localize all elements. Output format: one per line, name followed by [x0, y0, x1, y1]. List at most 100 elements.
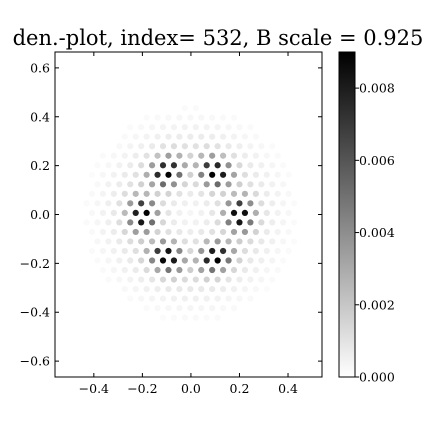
density-point — [154, 247, 161, 255]
density-point — [203, 124, 210, 131]
density-point — [170, 181, 178, 188]
density-point — [203, 162, 210, 169]
density-point — [209, 228, 216, 236]
density-point — [121, 171, 128, 178]
density-point — [154, 285, 161, 293]
density-point — [148, 181, 156, 188]
density-point — [258, 257, 265, 264]
density-point — [241, 190, 249, 197]
density-point — [127, 276, 134, 283]
density-point — [263, 190, 270, 197]
density-point — [252, 133, 259, 140]
density-point — [236, 257, 243, 264]
density-point — [280, 162, 287, 169]
y-axis: −0.6 −0.4 −0.2 0.0 0.2 0.4 0.6 — [20, 60, 322, 369]
density-point — [192, 162, 199, 169]
density-point — [143, 133, 150, 140]
density-point — [154, 228, 161, 236]
density-point — [94, 238, 101, 245]
density-point — [219, 247, 227, 255]
colorbar-tick-label: 0.008 — [359, 81, 395, 96]
density-point — [110, 171, 117, 178]
density-point — [247, 257, 254, 264]
colorbar-tick-label: 0.004 — [359, 225, 395, 240]
density-point — [127, 162, 134, 169]
density-point — [263, 209, 270, 216]
density-point — [214, 181, 221, 188]
density-point — [132, 228, 139, 236]
density-point — [290, 200, 298, 207]
density-point — [209, 266, 216, 274]
density-point — [148, 295, 156, 302]
density-point — [274, 247, 281, 255]
density-point — [165, 209, 172, 216]
density-point — [138, 238, 145, 245]
y-tick-label: 0.0 — [30, 207, 50, 222]
density-point — [143, 190, 150, 197]
density-point — [143, 305, 150, 312]
density-point — [176, 228, 183, 236]
density-point — [269, 181, 276, 188]
density-point — [241, 133, 249, 140]
density-point — [116, 200, 123, 207]
density-point — [280, 238, 287, 245]
density-point — [181, 276, 188, 283]
density-point — [236, 295, 243, 302]
density-point — [176, 171, 183, 178]
density-point — [154, 114, 161, 121]
density-point — [236, 238, 243, 245]
density-point — [170, 162, 178, 169]
density-point — [219, 305, 227, 312]
density-point — [148, 238, 156, 245]
density-point — [274, 266, 281, 274]
density-point — [187, 190, 194, 197]
density-point — [241, 285, 249, 293]
density-point — [198, 114, 205, 121]
density-point — [263, 228, 270, 236]
density-point — [116, 238, 123, 245]
x-tick-label: 0.4 — [278, 381, 298, 396]
density-point — [132, 152, 139, 159]
density-point — [247, 143, 254, 150]
density-point — [252, 209, 259, 216]
density-point — [121, 133, 128, 140]
density-point — [176, 190, 183, 197]
density-point — [219, 152, 227, 159]
density-point — [241, 209, 249, 216]
density-point — [230, 152, 238, 159]
density-point — [143, 228, 150, 236]
density-point — [247, 200, 254, 207]
density-point — [214, 257, 221, 264]
density-point — [230, 266, 238, 274]
density-point — [230, 133, 238, 140]
density-point — [181, 295, 188, 302]
density-point — [187, 171, 194, 178]
density-point — [214, 276, 221, 283]
density-point — [214, 124, 221, 131]
density-point — [154, 171, 161, 178]
density-point — [252, 228, 259, 236]
density-point — [290, 238, 298, 245]
colorbar-axis: 0.000 0.002 0.004 0.006 0.008 — [355, 81, 395, 385]
density-point — [203, 314, 210, 321]
density-point — [99, 171, 107, 178]
density-point — [181, 162, 188, 169]
density-point — [225, 143, 232, 150]
density-point — [94, 162, 101, 169]
density-point — [159, 276, 167, 283]
density-point — [198, 171, 205, 178]
density-point — [209, 305, 216, 312]
density-point — [241, 266, 249, 274]
x-tick-label: 0.0 — [181, 381, 201, 396]
density-point — [187, 247, 194, 255]
density-point — [219, 266, 227, 274]
density-point — [198, 285, 205, 293]
density-point — [116, 162, 123, 169]
density-point — [138, 162, 145, 169]
density-point — [116, 276, 123, 283]
density-point — [274, 209, 281, 216]
density-point — [176, 133, 183, 140]
density-point — [99, 247, 107, 255]
density-point — [236, 219, 243, 226]
density-point — [170, 238, 178, 245]
